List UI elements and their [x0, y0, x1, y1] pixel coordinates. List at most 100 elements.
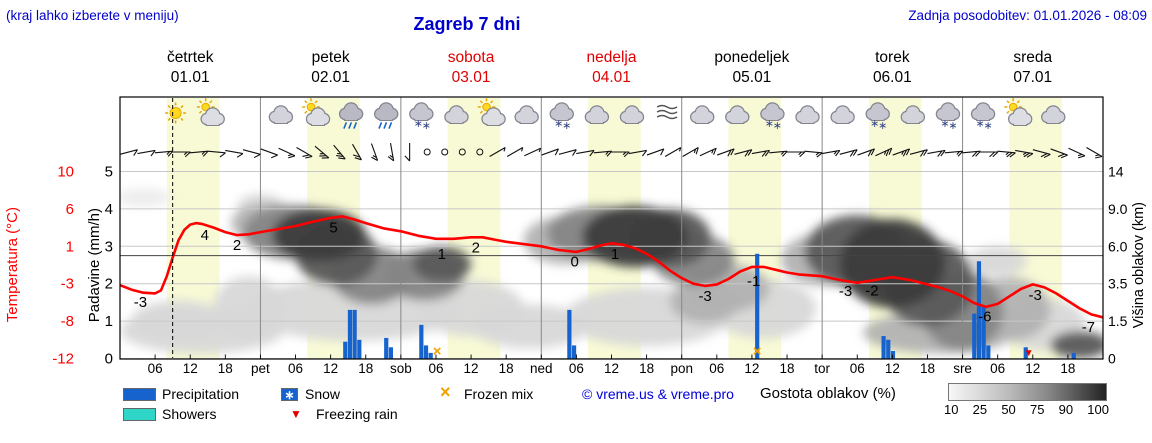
day-date: 04.01 [592, 69, 631, 86]
x-axis-label: 18 [1060, 361, 1075, 376]
svg-text:2: 2 [233, 237, 241, 254]
x-axis-label: sre [953, 361, 972, 376]
snow-icon: ∗∗ [409, 102, 434, 132]
x-axis-label: 06 [990, 361, 1005, 376]
location-menu-hint: (kraj lahko izberete v meniju) [6, 8, 179, 23]
svg-text:∗: ∗ [422, 120, 431, 132]
x-axis-label: 06 [569, 361, 584, 376]
day-date: 07.01 [1013, 69, 1053, 86]
day-name: četrtek [166, 49, 214, 66]
cloud-icon [584, 105, 610, 124]
x-axis-label: 12 [323, 361, 338, 376]
cloud-icon [514, 105, 539, 124]
page-title: Zagreb 7 dni [413, 14, 521, 34]
day-name: petek [311, 49, 350, 66]
x-axis-label: 18 [358, 361, 373, 376]
x-axis-label: 06 [288, 361, 303, 376]
day-header-petek: petek 02.01 [261, 48, 401, 88]
x-axis-label: 12 [1025, 361, 1040, 376]
day-header-torek: torek 06.01 [822, 48, 962, 88]
svg-text:-3: -3 [698, 288, 711, 305]
x-axis-label: 12 [183, 361, 198, 376]
cloud-density-tick: 75 [1029, 402, 1045, 417]
x-axis-label: ned [530, 361, 553, 376]
temp-tick-label: -12 [52, 351, 74, 368]
temp-tick-label: 6 [66, 201, 74, 218]
svg-text:∗: ∗ [975, 118, 984, 130]
cloud-density-title: Gostota oblakov (%) [760, 385, 896, 402]
precipitation-bars [343, 253, 1076, 359]
svg-text:-3: -3 [134, 294, 147, 311]
precip-tick-label: 2 [105, 276, 113, 293]
cloud-icon [1041, 105, 1066, 124]
cloud-tick-label: 1.5 [1108, 313, 1128, 329]
frozen-mix-icon: × [440, 382, 451, 402]
svg-text:∗: ∗ [878, 120, 887, 132]
rain-icon [338, 102, 364, 129]
x-axis-label: 12 [604, 361, 619, 376]
temp-tick-label: -8 [61, 313, 74, 330]
moon-icon [1081, 105, 1090, 122]
x-axis-label: 18 [499, 361, 514, 376]
cloud-icon [725, 105, 750, 124]
snow-icon: ∗∗ [970, 102, 996, 132]
day-date: 06.01 [872, 69, 912, 86]
cloud-density-blobs [120, 188, 1103, 359]
cloud-density-ticks: 10 25 50 75 90 100 [944, 402, 1109, 417]
svg-text:∗: ∗ [414, 118, 423, 130]
moon-icon [133, 105, 142, 122]
temp-tick-label: 1 [66, 238, 74, 255]
day-header-sobota: sobota 03.01 [401, 48, 541, 88]
day-date: 01.01 [170, 69, 210, 86]
x-axis-label: sob [390, 361, 412, 376]
day-header-nedelja: nedelja 04.01 [542, 48, 682, 88]
svg-text:1: 1 [611, 246, 619, 263]
cloud-density-tick: 50 [1001, 402, 1016, 417]
cloud-tick-label: 14 [1108, 164, 1124, 180]
cloud-icon [619, 105, 645, 124]
rain-icon [374, 102, 399, 129]
cloud-icon [689, 105, 715, 124]
snow-icon: ∗∗ [549, 102, 574, 132]
snow-icon: ∗∗ [865, 102, 890, 132]
temperature-line [120, 215, 1103, 319]
snow-icon: ∗∗ [760, 102, 785, 132]
weather-icons-row: ∗∗ ∗∗ ∗∗ ∗∗ ∗∗ ∗∗ [133, 98, 1090, 132]
x-axis-label: tor [814, 361, 830, 376]
plot-border [119, 96, 1104, 360]
svg-text:×: × [753, 343, 762, 360]
x-axis-label: 06 [148, 361, 163, 376]
x-axis-label: 18 [780, 361, 795, 376]
copyright-link[interactable]: © vreme.us & vreme.pro [582, 386, 734, 402]
svg-text:▼: ▼ [1024, 348, 1034, 359]
precipitation-type-markers: × × ▼ [433, 343, 1034, 360]
temperature-labels: -3 4 2 5 1 2 0 1 -3 -1 -3 -2 -6 -3 -7 [134, 220, 1095, 336]
legend-snow-label: Snow [305, 386, 341, 402]
svg-text:4: 4 [201, 227, 209, 244]
x-axis-label: 12 [464, 361, 479, 376]
precip-tick-label: 0 [105, 351, 113, 368]
cloud-tick-label: 9.0 [1108, 201, 1128, 217]
day-name: sobota [447, 49, 495, 66]
cloud-density-tick: 25 [972, 402, 988, 417]
day-date: 02.01 [311, 69, 351, 86]
svg-text:∗: ∗ [562, 120, 571, 132]
day-name: nedelja [586, 49, 637, 66]
svg-text:∗: ∗ [940, 118, 949, 130]
moon-icon [239, 105, 248, 122]
precipitation-swatch [123, 388, 156, 401]
svg-text:2: 2 [472, 239, 480, 256]
cloud-density-tick: 10 [944, 402, 959, 417]
precip-tick-label: 1 [105, 313, 113, 330]
legend-freezing-rain-label: Freezing rain [316, 406, 398, 422]
legend-frozen-mix-label: Frozen mix [464, 386, 534, 402]
day-date: 03.01 [451, 69, 491, 86]
partly-icon [477, 98, 506, 126]
day-header-ponedeljek: ponedeljek 05.01 [682, 48, 822, 88]
day-name: torek [875, 49, 910, 66]
legend-precipitation-label: Precipitation [162, 386, 240, 402]
x-axis-label: pon [670, 361, 693, 376]
cloud-density-tick: 100 [1087, 402, 1109, 417]
cloud-tick-label: 3.5 [1108, 276, 1128, 292]
